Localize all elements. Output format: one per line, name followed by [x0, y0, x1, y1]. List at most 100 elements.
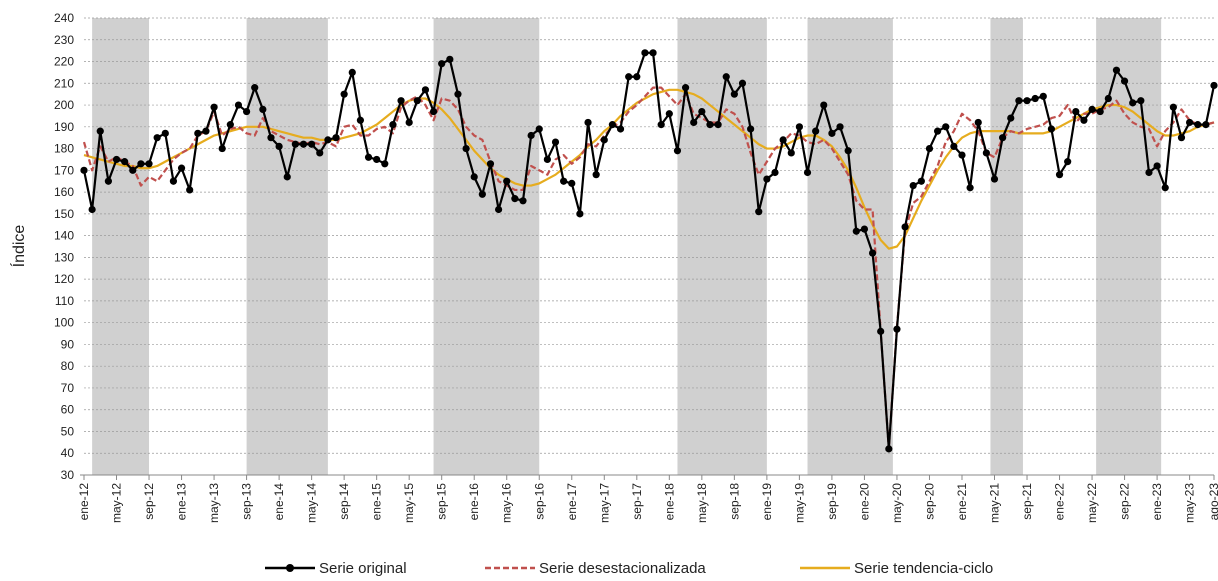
data-point: [421, 86, 430, 94]
data-point: [96, 127, 104, 135]
series-line: [83, 88, 1215, 250]
x-tick-label: may-23: [1183, 483, 1197, 523]
data-point: [129, 166, 137, 174]
data-point: [1096, 107, 1104, 116]
series-line: [82, 86, 1215, 450]
data-point: [950, 142, 958, 150]
data-point: [1015, 97, 1023, 105]
data-point: [332, 134, 340, 142]
data-point: [1210, 81, 1218, 90]
x-tick-label: sep-22: [1118, 483, 1132, 520]
data-point: [88, 205, 96, 214]
shaded-period: [1096, 18, 1162, 475]
x-tick-label: sep-17: [630, 483, 644, 520]
data-point: [1023, 97, 1031, 105]
data-point: [1177, 134, 1186, 142]
data-point: [104, 177, 112, 185]
data-point: [990, 175, 999, 183]
data-point: [852, 227, 860, 235]
x-tick-label: ago-23: [1207, 483, 1218, 521]
data-point: [592, 171, 600, 179]
data-point: [356, 116, 365, 124]
data-point: [405, 118, 413, 127]
data-point: [999, 134, 1007, 142]
y-tick-label: 80: [61, 359, 75, 373]
data-point: [787, 149, 795, 157]
data-point: [893, 325, 901, 333]
y-tick-label: 150: [54, 207, 74, 221]
data-point: [673, 147, 682, 155]
y-tick-label: 160: [54, 185, 74, 199]
x-tick-label: may-16: [500, 483, 514, 523]
data-point: [1161, 184, 1169, 192]
data-point: [486, 160, 495, 168]
x-tick-label: ene-18: [662, 483, 676, 521]
y-tick-label: 180: [54, 142, 74, 156]
data-point: [438, 60, 446, 68]
legend-marker: [286, 564, 294, 572]
x-tick-label: sep-13: [240, 483, 254, 520]
data-point: [153, 134, 161, 142]
data-point: [690, 118, 698, 127]
data-point: [633, 73, 641, 81]
data-point: [389, 121, 397, 129]
x-tick-label: ene-20: [857, 483, 871, 521]
data-point: [933, 127, 942, 135]
data-point: [974, 118, 982, 127]
data-point: [275, 142, 283, 150]
x-tick-label: ene-19: [760, 483, 774, 521]
x-tick-label: may-22: [1085, 483, 1099, 523]
data-point: [429, 107, 438, 116]
data-point: [982, 149, 990, 157]
y-tick-label: 130: [54, 250, 74, 264]
data-point: [1031, 94, 1039, 103]
data-point: [942, 123, 950, 131]
x-tick-label: ene-22: [1053, 483, 1067, 521]
x-tick-label: may-14: [305, 483, 319, 523]
y-tick-label: 200: [54, 98, 74, 112]
x-tick-label: ene-17: [565, 483, 579, 521]
data-point: [373, 155, 381, 164]
data-point: [316, 149, 324, 157]
y-tick-label: 30: [61, 468, 75, 482]
data-point: [299, 140, 308, 148]
data-point: [413, 97, 421, 105]
data-point: [730, 90, 738, 98]
data-point: [194, 129, 202, 137]
shaded-period: [433, 18, 540, 475]
data-point: [616, 125, 625, 133]
data-point: [1112, 66, 1121, 74]
data-point: [738, 79, 747, 87]
data-point: [584, 118, 592, 127]
data-point: [649, 49, 657, 57]
data-point: [551, 138, 560, 146]
data-point: [226, 121, 234, 129]
data-point: [503, 177, 511, 185]
data-point: [917, 177, 925, 185]
data-point: [1088, 105, 1096, 113]
data-point: [535, 125, 543, 133]
x-tick-label: sep-20: [922, 483, 936, 520]
data-point: [210, 103, 218, 111]
data-point: [527, 131, 535, 140]
data-point: [177, 164, 186, 172]
y-tick-label: 60: [61, 403, 75, 417]
data-point: [324, 136, 332, 144]
shaded-period: [807, 18, 893, 475]
x-tick-label: sep-14: [337, 483, 351, 520]
data-point: [121, 158, 129, 166]
data-point: [1055, 171, 1064, 179]
data-point: [454, 90, 462, 98]
data-point: [795, 123, 803, 131]
data-point: [560, 177, 568, 185]
data-point: [340, 90, 348, 98]
data-point: [186, 186, 194, 194]
x-tick-label: sep-16: [532, 483, 546, 520]
data-point: [763, 175, 771, 183]
data-point: [779, 136, 787, 144]
x-tick-label: sep-12: [142, 483, 156, 520]
y-tick-label: 190: [54, 120, 74, 134]
data-point: [1047, 125, 1056, 133]
data-point: [495, 205, 503, 214]
data-point: [267, 134, 275, 142]
